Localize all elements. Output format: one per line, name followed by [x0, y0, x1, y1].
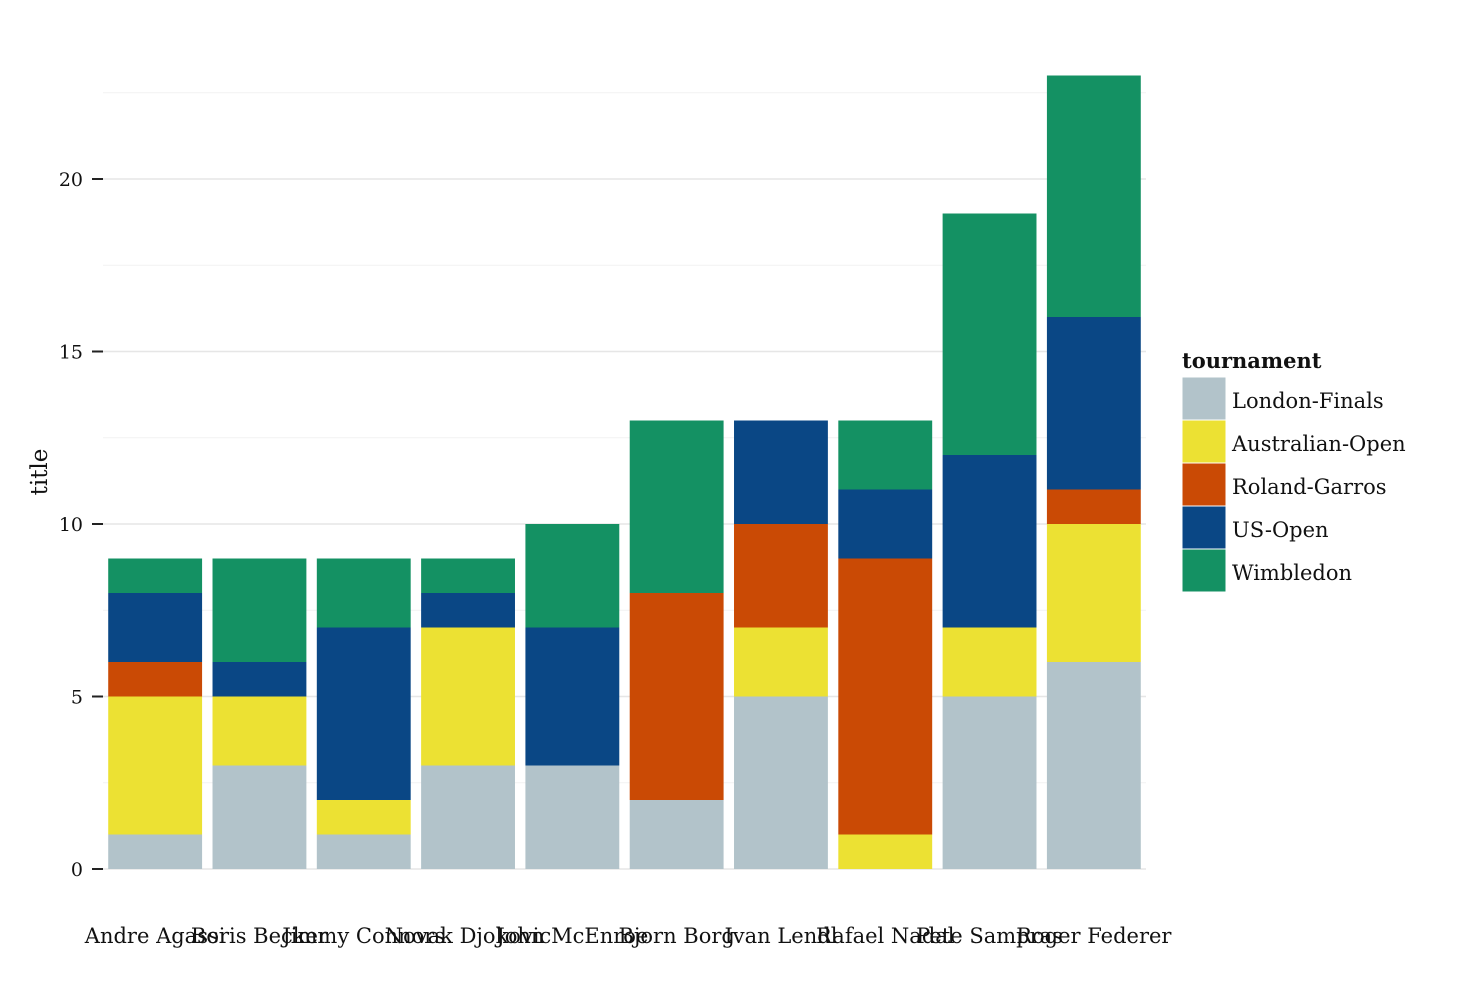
legend-swatch [1181, 462, 1227, 507]
bar-segment [629, 800, 724, 869]
y-tick-label: 15 [59, 342, 83, 364]
legend-swatch [1181, 419, 1227, 464]
bar-segment [108, 593, 203, 662]
bar-segment [942, 455, 1037, 628]
bar-segment [316, 558, 411, 628]
x-tick-label: Pete Sampras [916, 924, 1063, 948]
bar-segment [734, 524, 828, 628]
legend-label: Roland-Garros [1232, 475, 1387, 499]
y-tick-label: 10 [59, 514, 83, 536]
bars [108, 75, 1141, 869]
bar-segment [838, 489, 933, 559]
bar-segment [316, 834, 411, 869]
bar-segment [316, 800, 411, 835]
legend-label: US-Open [1232, 518, 1329, 542]
bar-segment [838, 558, 933, 835]
bar-segment [1046, 75, 1141, 317]
bar-segment [942, 627, 1037, 697]
legend-swatch [1181, 505, 1227, 550]
y-tick-label: 0 [71, 859, 83, 881]
x-tick-label: Rafael Nadal [816, 924, 955, 948]
y-axis-label: title [27, 449, 53, 496]
legend-title: tournament [1182, 348, 1322, 373]
x-tick-label: Novak Djokovic [385, 924, 552, 948]
y-tick-label: 20 [59, 169, 83, 191]
bar-segment [1046, 524, 1141, 662]
bar-segment [1046, 317, 1141, 490]
bar-segment [421, 558, 515, 593]
x-tick-label: Boris Becker [191, 924, 329, 948]
x-tick-label: Andre Agassi [84, 924, 226, 948]
bar-segment [108, 696, 203, 835]
legend: tournament London-Finals Australian-Open R… [1181, 348, 1406, 593]
bar-segment [421, 627, 515, 766]
bar-segment [525, 524, 620, 628]
bar-segment [421, 765, 515, 869]
bar-segment [734, 696, 828, 869]
bar-segment [838, 834, 933, 869]
x-tick-label: Roger Federer [1016, 924, 1172, 948]
bar-segment [108, 558, 203, 593]
bar-segment [212, 662, 307, 697]
bar-segment [525, 765, 620, 869]
legend-swatch [1181, 548, 1227, 593]
bar-segment [525, 627, 620, 766]
bar-segment [212, 696, 307, 766]
y-axis: 0 5 10 15 20 [59, 169, 103, 881]
bar-segment [212, 558, 307, 662]
legend-label: Wimbledon [1232, 561, 1352, 585]
x-tick-label: Jimmy Connors [280, 924, 445, 948]
bar-segment [1046, 662, 1141, 869]
legend-swatch [1181, 376, 1227, 421]
legend-label: London-Finals [1232, 389, 1384, 413]
x-tick-label: John McEnroe [494, 924, 648, 948]
x-tick-label: Ivan Lendl [724, 924, 837, 948]
bar-segment [734, 420, 828, 524]
legend-label: Australian-Open [1231, 432, 1406, 456]
bar-segment [421, 593, 515, 628]
bar-segment [108, 834, 203, 869]
bar-segment [629, 420, 724, 593]
x-tick-label: Bjorn Borg [618, 924, 734, 948]
bar-segment [734, 627, 828, 697]
bar-segment [838, 420, 933, 490]
bar-segment [942, 696, 1037, 869]
bar-segment [108, 662, 203, 697]
bar-segment [316, 627, 411, 800]
bar-segment [942, 213, 1037, 455]
bar-segment [629, 593, 724, 800]
y-tick-label: 5 [71, 687, 83, 709]
bar-segment [212, 765, 307, 869]
bar-segment [1046, 489, 1141, 524]
